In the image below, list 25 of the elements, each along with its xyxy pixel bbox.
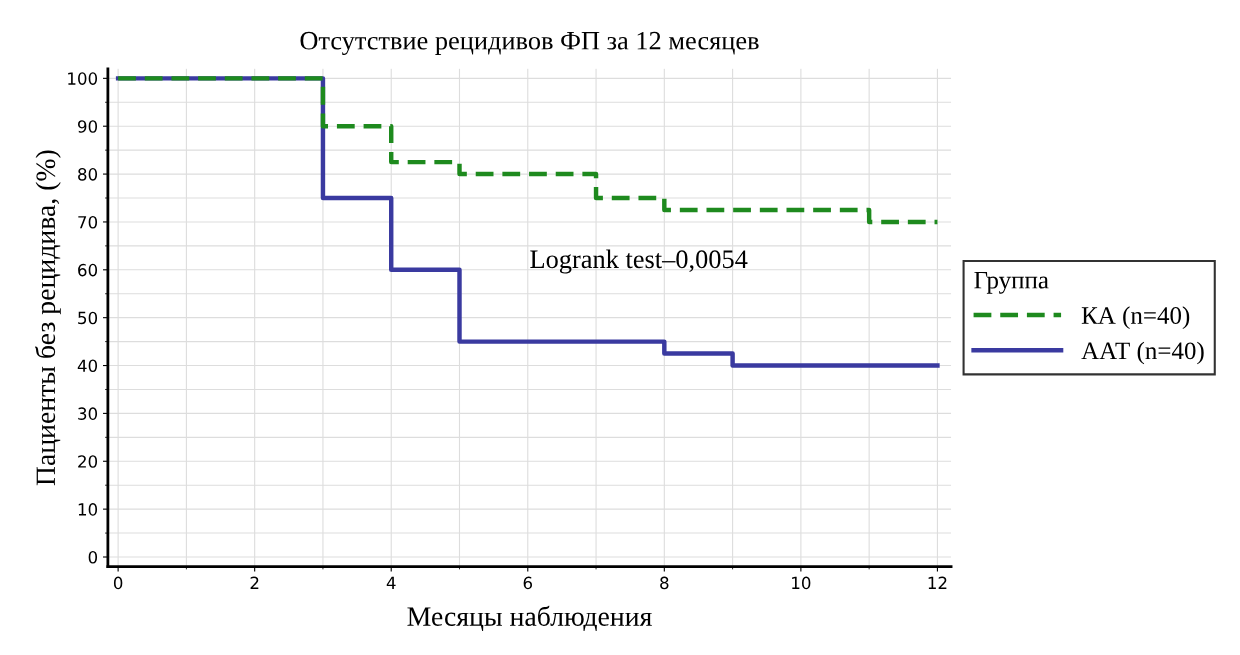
x-tick-label: 4: [386, 576, 396, 589]
annotation: Logrank test–0,0054: [530, 249, 748, 274]
y-tick-label: 40: [77, 359, 98, 373]
y-tick-label: 50: [78, 311, 98, 325]
y-tick-label: 80: [78, 168, 98, 181]
x-tick-label: 2: [250, 576, 259, 589]
x-tick-label: 10: [792, 576, 811, 590]
x-tick-label: 6: [523, 576, 533, 590]
x-tick-label: 8: [660, 576, 669, 590]
legend-label: ААТ (n=40): [1081, 341, 1204, 365]
y-tick-label: 20: [78, 455, 98, 468]
x-tick-label: 0: [113, 576, 123, 590]
y-tick-label: 90: [78, 120, 98, 133]
y-tick-label: 0: [88, 550, 98, 564]
chart-title: Отсутствие рецидивов ФП за 12 месяцев: [300, 31, 759, 56]
y-tick-label: 70: [78, 215, 98, 229]
x-axis-title: Месяцы наблюдения: [407, 605, 652, 632]
x-tick-label: 12: [928, 576, 947, 589]
y-tick-label: 60: [78, 263, 98, 277]
y-tick-label: 10: [78, 503, 98, 516]
legend-title: Группа: [974, 271, 1049, 294]
y-axis-title: Пациенты без рецидива, (%): [34, 150, 61, 486]
y-tick-label: 30: [78, 407, 98, 420]
y-tick-label: 100: [68, 72, 98, 85]
legend-label: КА (n=40): [1081, 306, 1190, 330]
